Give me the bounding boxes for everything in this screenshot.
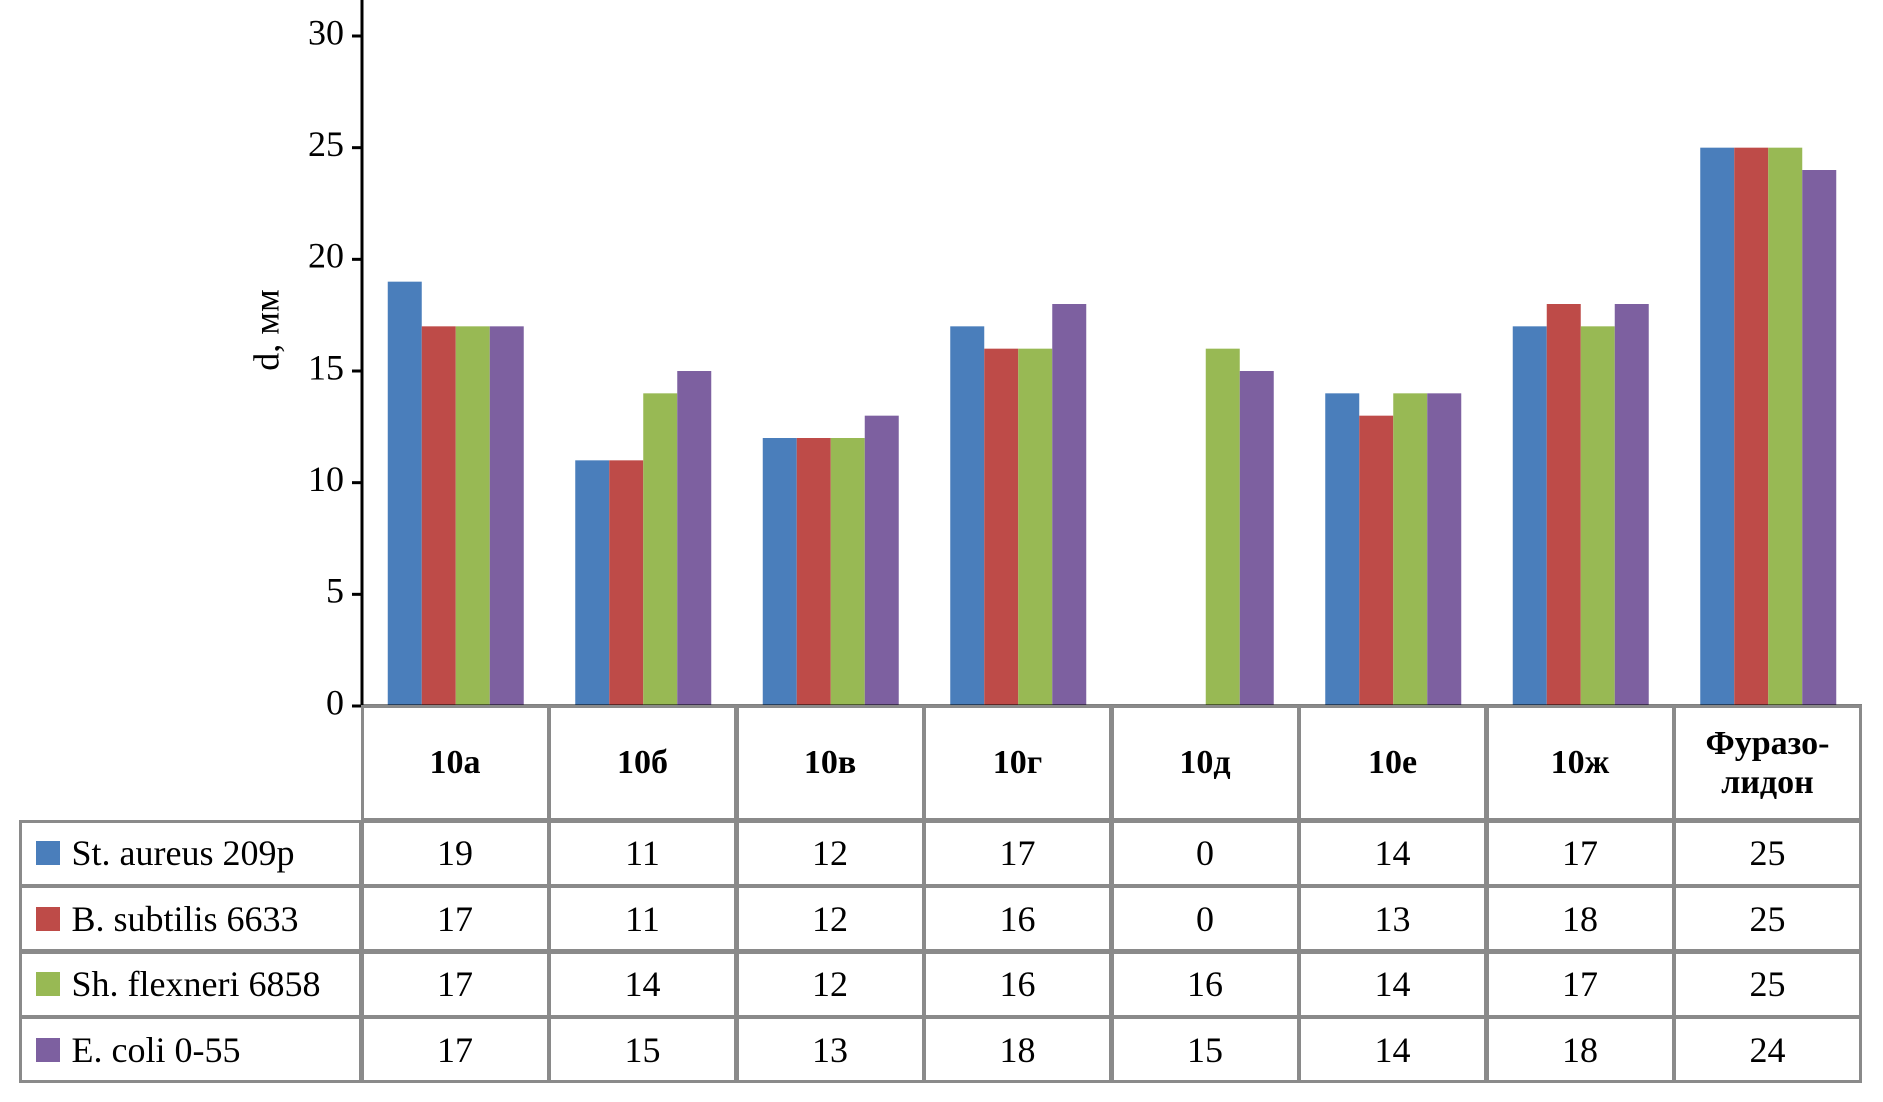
table-value: 17 [360, 885, 550, 952]
legend-entry: St. aureus 209р [18, 819, 362, 887]
bar [643, 393, 678, 706]
bar [1802, 170, 1837, 706]
bar [830, 438, 865, 706]
bar [950, 326, 985, 706]
legend-swatch [35, 1037, 60, 1062]
y-tick-label: 10 [308, 459, 344, 499]
category-label: 10в [735, 704, 925, 821]
table-value: 19 [360, 819, 550, 887]
bar [575, 460, 610, 706]
category-label: 10д [1110, 704, 1300, 821]
table-value: 14 [1298, 950, 1487, 1018]
bar [762, 438, 797, 706]
table-value: 17 [360, 950, 550, 1018]
bar [1614, 304, 1649, 706]
bar [609, 460, 644, 706]
category-label: 10ж [1485, 704, 1675, 821]
bar [455, 326, 490, 706]
legend-entry: B. subtilis 6633 [18, 885, 362, 952]
table-value: 25 [1673, 819, 1862, 887]
legend-entry: Sh. flexneri 6858 [18, 950, 362, 1018]
table-value: 13 [735, 1016, 925, 1083]
bar [1700, 147, 1735, 706]
table-value: 11 [548, 819, 737, 887]
y-tick-label: 15 [308, 347, 344, 387]
table-value: 12 [735, 819, 925, 887]
bar [1359, 415, 1394, 706]
table-value: 25 [1673, 950, 1862, 1018]
bar [1427, 393, 1462, 706]
bar [1018, 348, 1053, 706]
y-tick-label: 5 [326, 571, 344, 611]
table-value: 12 [735, 885, 925, 952]
bar [984, 348, 1019, 706]
table-value: 24 [1673, 1016, 1862, 1083]
bar [1512, 326, 1547, 706]
bar [1239, 371, 1274, 706]
category-label: 10е [1298, 704, 1487, 821]
table-value: 18 [1485, 1016, 1675, 1083]
bar [677, 371, 712, 706]
legend-label: Sh. flexneri 6858 [71, 964, 321, 1004]
legend-label: B. subtilis 6633 [71, 898, 299, 939]
bar [1393, 393, 1428, 706]
table-value: 17 [1485, 819, 1675, 887]
table-value: 15 [1110, 1016, 1300, 1083]
table-value: 16 [923, 885, 1112, 952]
bar [421, 326, 456, 706]
table-value: 18 [1485, 885, 1675, 952]
bar [489, 326, 524, 706]
legend-label: St. aureus 209р [71, 833, 295, 873]
table-value: 0 [1110, 819, 1300, 887]
table-value: 13 [1298, 885, 1487, 952]
category-label: 10г [923, 704, 1112, 821]
table-value: 11 [548, 885, 737, 952]
table-value: 17 [360, 1016, 550, 1083]
bar [796, 438, 831, 706]
bar [1052, 304, 1087, 706]
y-tick-label: 20 [308, 236, 344, 276]
bar [1580, 326, 1615, 706]
bar [1768, 147, 1803, 706]
table-value: 16 [923, 950, 1112, 1018]
bar [1734, 147, 1769, 706]
y-tick-label: 30 [308, 12, 344, 52]
legend-swatch [35, 972, 60, 996]
y-tick-label: 0 [326, 682, 344, 722]
table-value: 16 [1110, 950, 1300, 1018]
table-value: 14 [548, 950, 737, 1018]
table-value: 15 [548, 1016, 737, 1083]
table-value: 12 [735, 950, 925, 1018]
legend-swatch [35, 906, 60, 931]
legend-label: E. coli 0-55 [71, 1029, 241, 1070]
legend-entry: E. coli 0-55 [18, 1016, 362, 1083]
table-value: 14 [1298, 1016, 1487, 1083]
bar [864, 415, 899, 706]
legend-swatch [35, 841, 60, 865]
category-label: Фуразо-лидон [1673, 704, 1862, 821]
y-axis-label: d, мм [246, 289, 286, 371]
y-tick-label: 25 [308, 124, 344, 164]
bar [1205, 348, 1240, 706]
table-value: 18 [923, 1016, 1112, 1083]
table-value: 17 [923, 819, 1112, 887]
table-value: 0 [1110, 885, 1300, 952]
category-label: 10а [360, 704, 550, 821]
table-value: 17 [1485, 950, 1675, 1018]
bar [387, 281, 422, 706]
bar [1546, 304, 1581, 706]
table-value: 14 [1298, 819, 1487, 887]
bar [1325, 393, 1360, 706]
category-label: 10б [548, 704, 737, 821]
table-value: 25 [1673, 885, 1862, 952]
